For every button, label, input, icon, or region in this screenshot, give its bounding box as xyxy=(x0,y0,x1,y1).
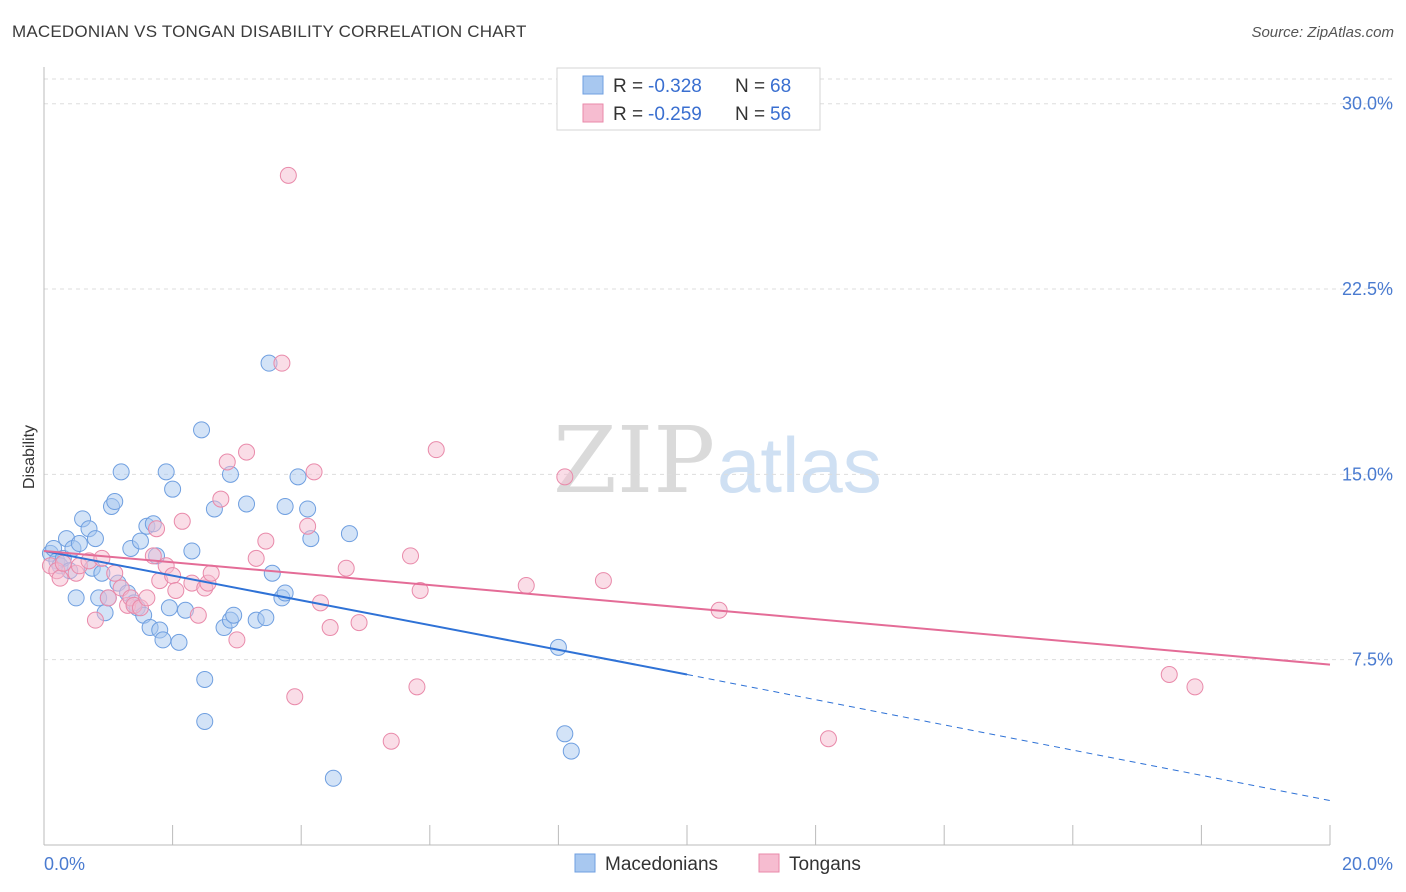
tongan-point xyxy=(819,730,837,748)
chart-title: MACEDONIAN VS TONGAN DISABILITY CORRELAT… xyxy=(12,22,527,41)
macedonian-point xyxy=(193,421,211,439)
macedonian-point xyxy=(164,480,182,498)
macedonian-point xyxy=(196,670,214,688)
tongan-point xyxy=(517,577,535,595)
tongan-point xyxy=(299,517,317,535)
tongan-point xyxy=(1186,678,1204,696)
macedonian-point xyxy=(157,463,175,481)
y-tick-label: 30.0% xyxy=(1342,94,1393,114)
bottom-legend-label-tongans: Tongans xyxy=(789,854,861,875)
macedonian-point xyxy=(276,497,294,515)
tongan-point xyxy=(189,606,207,624)
macedonian-point xyxy=(263,564,281,582)
bottom-legend-label-macedonians: Macedonians xyxy=(605,854,718,875)
axes xyxy=(43,67,1331,846)
tongan-point xyxy=(247,549,265,567)
macedonian-point xyxy=(340,525,358,543)
x-tick-label: 20.0% xyxy=(1342,854,1393,874)
y-tick-label: 7.5% xyxy=(1352,650,1393,670)
correlation-legend: R = -0.328 N = 68 R = -0.259 N = 56 xyxy=(556,67,821,131)
legend-n-label: N = xyxy=(735,104,765,125)
tongan-point xyxy=(148,520,166,538)
tongan-point xyxy=(350,614,368,632)
macedonian-trend-line xyxy=(43,549,688,676)
tongan-point xyxy=(337,559,355,577)
tongan-point xyxy=(138,589,156,607)
tongan-point xyxy=(238,443,256,461)
tongan-point xyxy=(218,453,236,471)
legend-r-label: R = xyxy=(613,104,643,125)
tongan-point xyxy=(51,569,69,587)
macedonian-point xyxy=(549,638,567,656)
macedonian-point xyxy=(131,532,149,550)
tongan-point xyxy=(321,619,339,637)
x-tick-label: 0.0% xyxy=(44,854,85,874)
tongan-point xyxy=(408,678,426,696)
tongan-point xyxy=(106,564,124,582)
macedonian-trend-extension xyxy=(686,674,1331,802)
tongan-point xyxy=(556,468,574,486)
legend-n-value-tongans: 56 xyxy=(770,104,791,125)
macedonian-point xyxy=(562,742,580,760)
tongan-point xyxy=(257,532,275,550)
macedonian-point xyxy=(299,500,317,518)
tongan-point xyxy=(402,547,420,565)
macedonian-point xyxy=(106,493,124,511)
data-points xyxy=(41,166,1204,787)
tongan-point xyxy=(427,441,445,459)
macedonian-point xyxy=(86,530,104,548)
tongan-point xyxy=(305,463,323,481)
macedonian-point xyxy=(70,535,88,553)
legend-n-value-macedonians: 68 xyxy=(770,76,791,97)
macedonian-point xyxy=(196,712,214,730)
source-label: Source: ZipAtlas.com xyxy=(1251,24,1394,41)
legend-swatch-tongans xyxy=(582,103,604,123)
macedonian-point xyxy=(324,769,342,787)
tongan-trend-line xyxy=(43,549,1331,666)
tongan-point xyxy=(411,581,429,599)
watermark-atlas: atlas xyxy=(717,421,882,509)
macedonian-point xyxy=(257,609,275,627)
tongan-point xyxy=(202,564,220,582)
macedonian-point xyxy=(183,542,201,560)
grid-lines xyxy=(44,78,1393,661)
trend-lines xyxy=(43,549,1331,802)
tongan-point xyxy=(594,572,612,590)
tongan-point xyxy=(1160,666,1178,684)
series-legend: Macedonians Tongans xyxy=(574,853,861,875)
macedonian-point xyxy=(67,589,85,607)
tongan-point xyxy=(382,732,400,750)
tongan-point xyxy=(99,589,117,607)
tongan-point xyxy=(86,611,104,629)
tongan-point xyxy=(173,512,191,530)
bottom-legend-swatch-tongans xyxy=(758,853,780,873)
legend-n-label: N = xyxy=(735,76,765,97)
tongan-point xyxy=(167,581,185,599)
macedonian-point xyxy=(289,468,307,486)
legend-r-value-tongans: -0.259 xyxy=(648,104,702,125)
macedonian-point xyxy=(225,606,243,624)
tongan-point xyxy=(228,631,246,649)
tongan-point xyxy=(279,166,297,184)
tongan-point xyxy=(273,354,291,372)
y-axis-label: Disability xyxy=(21,425,38,489)
legend-r-label: R = xyxy=(613,76,643,97)
macedonian-point xyxy=(112,463,130,481)
y-tick-label: 22.5% xyxy=(1342,279,1393,299)
y-tick-label: 15.0% xyxy=(1342,464,1393,484)
tongan-point xyxy=(212,490,230,508)
macedonian-point xyxy=(154,631,172,649)
legend-swatch-macedonians xyxy=(582,75,604,95)
bottom-legend-swatch-macedonians xyxy=(574,853,596,873)
watermark-zip: ZIP xyxy=(553,407,715,514)
tick-labels: 7.5% 15.0% 22.5% 30.0% 0.0% 20.0% xyxy=(44,94,1393,874)
tongan-point xyxy=(286,688,304,706)
macedonian-point xyxy=(556,725,574,743)
legend-r-value-macedonians: -0.328 xyxy=(648,76,702,97)
macedonian-point xyxy=(160,599,178,617)
macedonian-point xyxy=(238,495,256,513)
macedonian-point xyxy=(170,633,188,651)
